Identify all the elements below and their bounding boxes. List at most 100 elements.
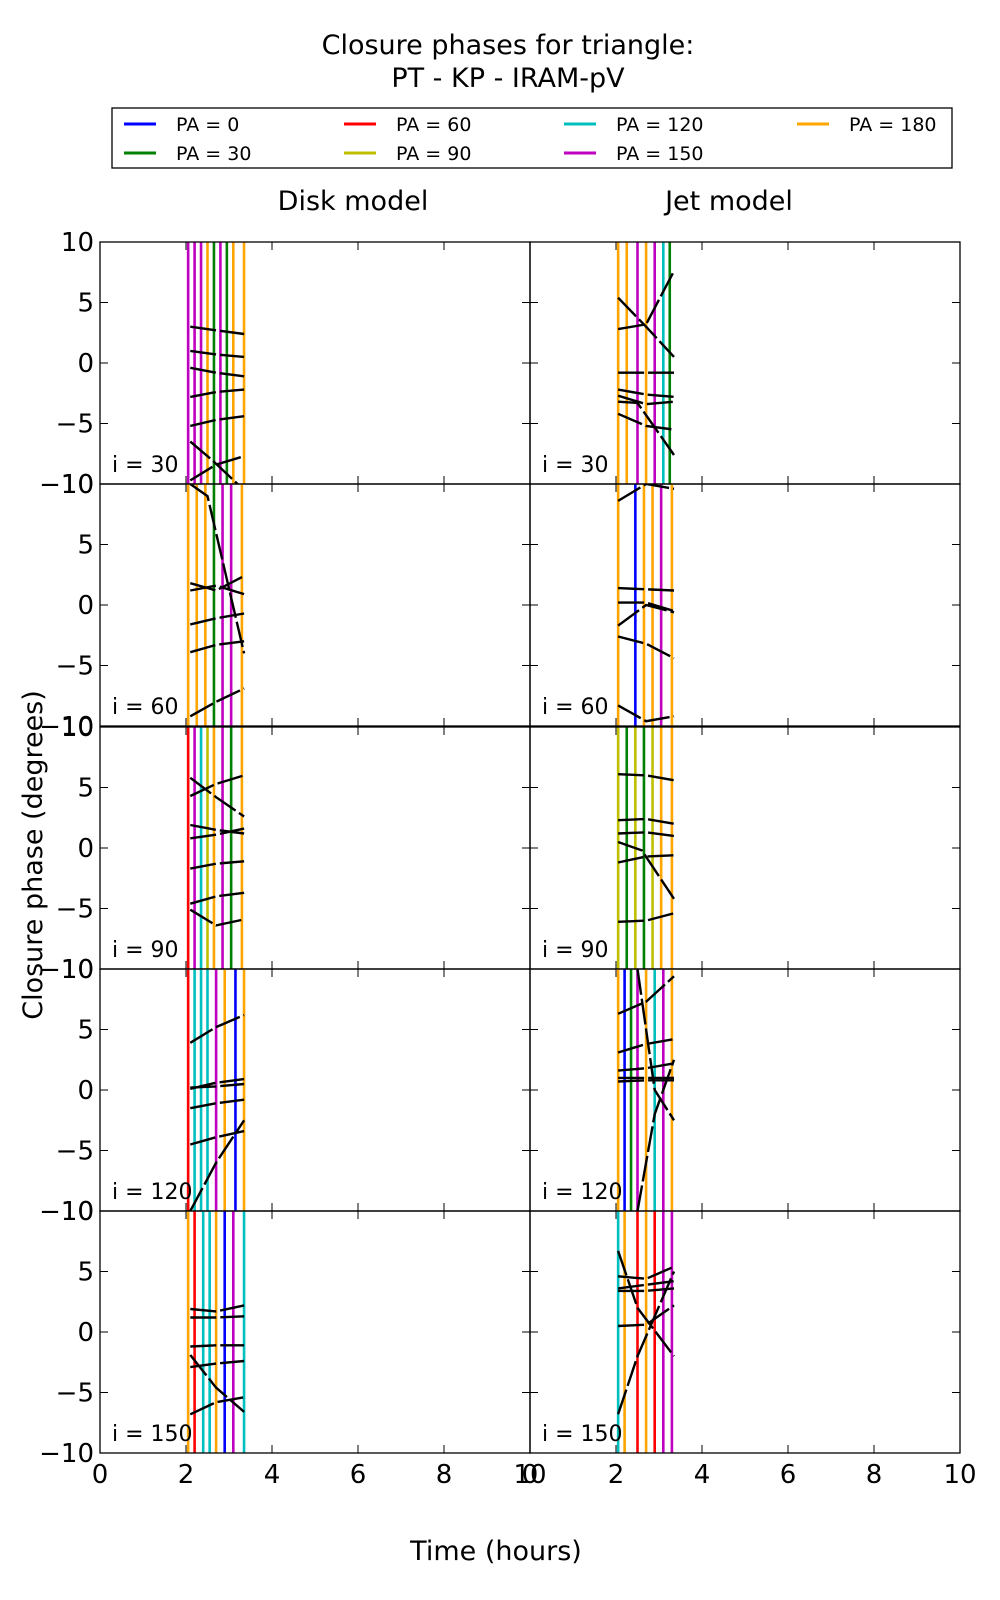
- x-tick-label: 0: [92, 1460, 109, 1490]
- y-tick-label: 0: [77, 349, 94, 379]
- panel-disk-row-2: −10 −5 0 5 10 i = 90: [39, 713, 531, 985]
- panel-frame: [529, 1210, 961, 1454]
- closure-phase-curve-1: [189, 774, 245, 798]
- closure-phase-curve-1: [190, 349, 245, 359]
- closure-phase-curve-3: [190, 827, 245, 840]
- x-tick-label: 10: [513, 1460, 546, 1490]
- closure-phase-curve-2: [617, 1280, 675, 1290]
- panel-jet-row-2: i = 90: [529, 726, 961, 970]
- panel-frame: [529, 726, 961, 970]
- panel-jet-row-4: 0 2 4 6 8 10 i = 150: [522, 1210, 977, 1490]
- closure-phase-curve-4: [617, 394, 675, 406]
- closure-phase-curve-2: [190, 1344, 245, 1348]
- x-tick-label: 2: [608, 1460, 625, 1490]
- closure-phase-curve-0: [189, 776, 245, 818]
- closure-phase-curve-0: [190, 1304, 245, 1313]
- plot-area: [186, 727, 245, 969]
- closure-phase-curve-4: [617, 635, 675, 660]
- y-tick-label: −10: [39, 1439, 94, 1469]
- plot-area: [616, 1211, 676, 1453]
- closure-phase-curve-2: [190, 584, 245, 596]
- closure-phase-curve-2: [190, 366, 245, 378]
- closure-phase-curve-3: [618, 1287, 675, 1293]
- y-tick-label: 5: [77, 1258, 94, 1288]
- closure-phase-curve-4: [189, 1354, 245, 1413]
- closure-phase-curve-5: [189, 440, 239, 484]
- closure-phase-curve-5: [617, 704, 675, 723]
- closure-phase-curve-5: [636, 969, 676, 1121]
- panel-disk-row-0: −10 −5 0 5 10 i = 30: [39, 228, 531, 500]
- closure-phase-curve-1: [617, 1038, 675, 1054]
- closure-phase-curve-1: [618, 586, 675, 592]
- y-tick-label: 5: [77, 774, 94, 804]
- chart-title-line1: Closure phases for triangle:: [322, 30, 695, 61]
- plot-area: [616, 727, 675, 969]
- y-tick-label: 0: [77, 591, 94, 621]
- x-tick-label: 6: [350, 1460, 367, 1490]
- panel-frame: [99, 1210, 531, 1454]
- panel-frame: [99, 726, 531, 970]
- y-tick-label: 0: [77, 1318, 94, 1348]
- x-tick-label: 8: [866, 1460, 883, 1490]
- inclination-label: i = 60: [112, 695, 179, 720]
- closure-phase-curve-5: [618, 912, 675, 923]
- panels: −10 −5 0 5 10 i = 30 i = 30 −10 −5 0 5 10 i = 60 i = …: [39, 228, 976, 1490]
- legend-label-pa-4: PA = 120: [616, 114, 704, 136]
- closure-phase-curve-2: [190, 823, 245, 835]
- closure-phase-curve-5: [189, 1129, 245, 1146]
- closure-phase-curve-2: [617, 1062, 675, 1072]
- closure-phase-curve-0: [617, 296, 675, 358]
- y-tick-label: 5: [77, 1016, 94, 1046]
- closure-phase-curve-5: [189, 687, 245, 718]
- closure-phase-curve-0: [616, 1250, 675, 1357]
- x-tick-label: 4: [694, 1460, 711, 1490]
- y-tick-label: −5: [56, 1137, 94, 1167]
- y-tick-label: −5: [56, 652, 94, 682]
- closure-phase-curve-4: [618, 1304, 675, 1328]
- plot-area: [616, 969, 676, 1211]
- closure-phase-curve-5: [189, 1396, 245, 1416]
- y-tick-label: 5: [77, 531, 94, 561]
- closure-phase-curve-0: [189, 1013, 245, 1044]
- chart-title-line2: PT - KP - IRAM-pV: [391, 63, 625, 94]
- closure-phase-curve-3: [617, 388, 675, 399]
- y-tick-label: −10: [39, 712, 94, 742]
- column-title-jet: Jet model: [663, 186, 793, 217]
- legend-label-pa-1: PA = 30: [176, 143, 251, 165]
- inclination-label: i = 120: [542, 1180, 623, 1205]
- closure-phase-curve-0: [617, 484, 675, 502]
- closure-phase-curve-1: [617, 270, 676, 331]
- legend: PA = 0 PA = 30 PA = 60 PA = 90 PA = 120 PA = …: [111, 107, 953, 169]
- closure-phase-curve-6: [636, 1059, 676, 1211]
- panel-frame: [99, 968, 531, 1212]
- y-tick-label: −5: [56, 1379, 94, 1409]
- y-tick-label: 10: [61, 1197, 94, 1227]
- closure-phase-curve-0: [617, 975, 675, 1015]
- closure-phase-curve-1: [617, 1265, 675, 1281]
- panel-frame: [529, 968, 961, 1212]
- closure-phase-curve-3: [190, 388, 245, 399]
- panel-jet-row-0: i = 30: [529, 241, 961, 485]
- y-tick-label: 0: [77, 834, 94, 864]
- y-tick-label: 10: [61, 470, 94, 500]
- y-tick-label: −10: [39, 1197, 94, 1227]
- inclination-label: i = 60: [542, 695, 609, 720]
- y-tick-label: 5: [77, 289, 94, 319]
- y-tick-label: −10: [39, 955, 94, 985]
- closure-phase-curve-4: [190, 415, 245, 428]
- closure-phase-curve-5: [616, 1271, 676, 1415]
- closure-phase-curve-4: [190, 860, 245, 870]
- panel-jet-row-3: i = 120: [529, 968, 961, 1212]
- closure-phase-curve-4: [189, 640, 245, 654]
- column-title-disk: Disk model: [278, 186, 429, 217]
- closure-phase-curve-5: [618, 400, 675, 456]
- panel-disk-row-1: −10 −5 0 5 10 i = 60: [39, 470, 531, 742]
- x-tick-label: 4: [264, 1460, 281, 1490]
- y-tick-label: −10: [39, 470, 94, 500]
- x-tick-label: 0: [522, 1460, 539, 1490]
- y-tick-label: 10: [61, 713, 94, 743]
- plot-area: [616, 242, 676, 484]
- closure-phase-curve-6: [189, 908, 245, 927]
